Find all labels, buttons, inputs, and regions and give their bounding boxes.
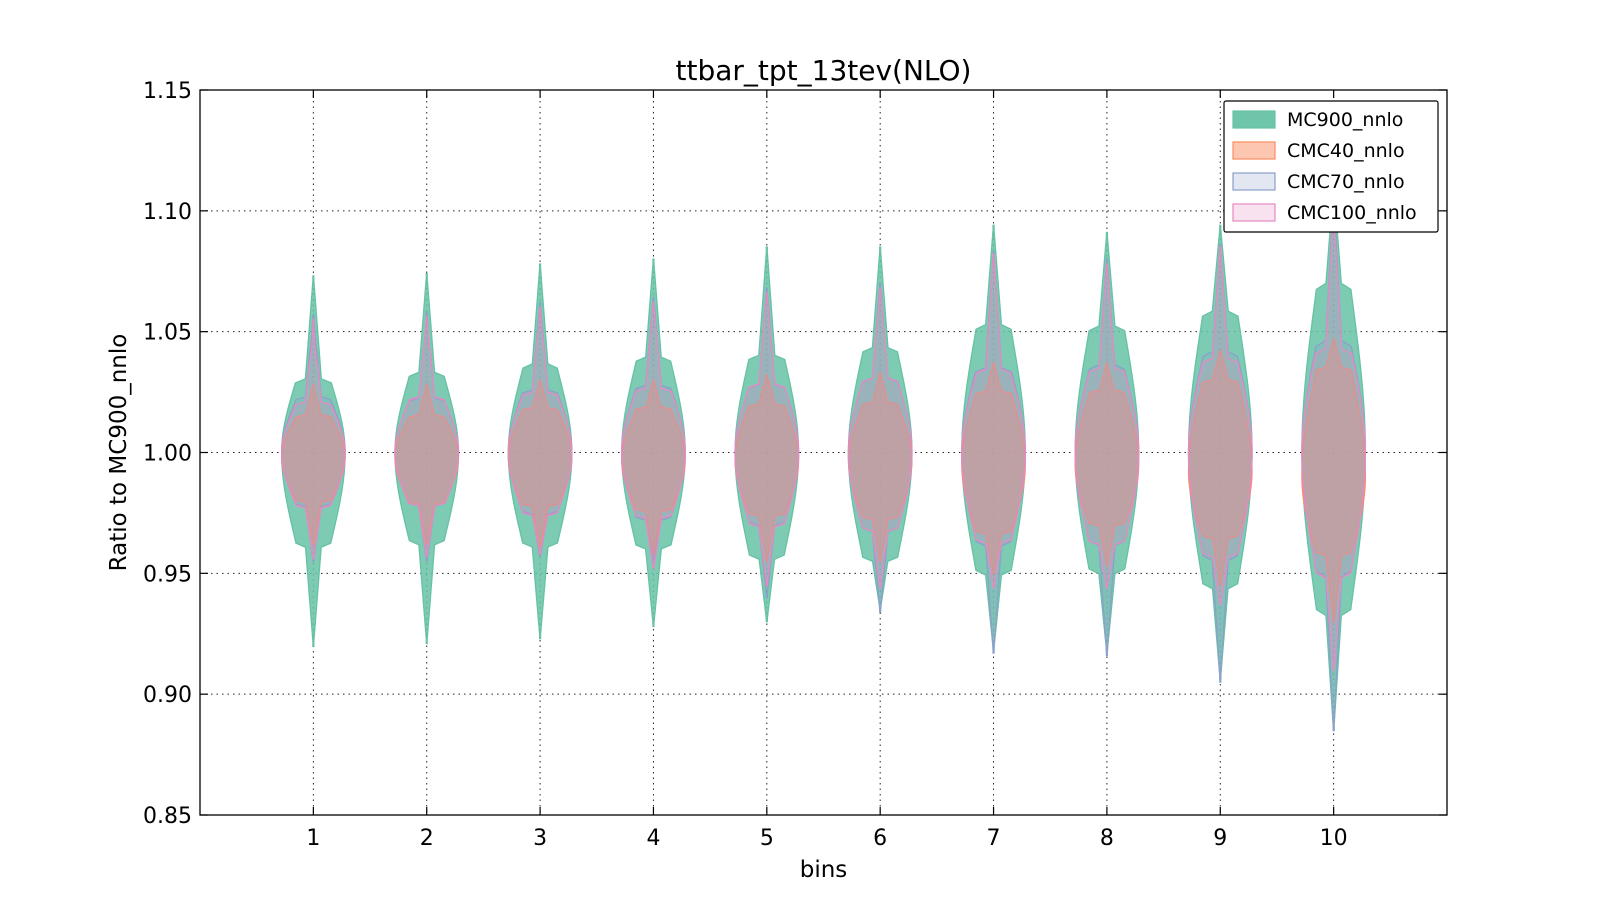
violin-CMC40_nnlo-bin-4 <box>621 379 686 555</box>
violin-layer <box>280 186 1367 732</box>
legend-swatch <box>1232 172 1276 191</box>
x-tick-label: 7 <box>987 826 1001 851</box>
y-tick-label: 0.95 <box>143 562 192 587</box>
violin-CMC100_nnlo-bin-1 <box>280 318 346 560</box>
violin-CMC100_nnlo-bin-8 <box>1074 263 1140 589</box>
violin-CMC40_nnlo-bin-3 <box>507 379 573 548</box>
x-tick-label: 6 <box>873 826 887 851</box>
y-tick-label: 1.15 <box>143 79 192 104</box>
legend-label: CMC100_nnlo <box>1287 202 1417 224</box>
legend-swatch <box>1232 203 1276 222</box>
chart-title: ttbar_tpt_13tev(NLO) <box>676 54 972 87</box>
legend-label: MC900_nnlo <box>1287 109 1403 131</box>
x-tick-label: 2 <box>420 826 434 851</box>
violin-CMC100_nnlo-bin-9 <box>1187 246 1253 606</box>
violin-series-CMC40_nnlo <box>280 338 1367 623</box>
legend-swatch <box>1232 141 1276 160</box>
legend-label: CMC40_nnlo <box>1287 140 1405 162</box>
violin-series-CMC100_nnlo <box>280 210 1367 671</box>
y-axis-label: Ratio to MC900_nnlo <box>106 334 132 572</box>
y-tick-label: 1.05 <box>143 321 192 346</box>
violin-CMC100_nnlo-bin-7 <box>961 253 1026 589</box>
violin-CMC40_nnlo-bin-6 <box>847 372 913 562</box>
x-tick-label: 4 <box>646 826 660 851</box>
violin-CMC100_nnlo-bin-3 <box>507 306 573 555</box>
y-tick-label: 0.85 <box>143 804 192 829</box>
violin-CMC40_nnlo-bin-1 <box>280 384 346 545</box>
x-tick-label: 8 <box>1100 826 1114 851</box>
x-tick-label: 5 <box>760 826 774 851</box>
legend: MC900_nnlo CMC40_nnlo CMC70_nnlo CMC100_nnl… <box>1223 100 1439 233</box>
violin-CMC100_nnlo-bin-6 <box>847 287 913 589</box>
violin-CMC100_nnlo-bin-4 <box>621 302 686 570</box>
legend-swatch <box>1232 110 1276 129</box>
legend-label: CMC70_nnlo <box>1287 171 1405 193</box>
x-tick-label: 3 <box>533 826 547 851</box>
y-tick-label: 1.10 <box>143 200 192 225</box>
y-tick-label: 0.90 <box>143 683 192 708</box>
violin-CMC100_nnlo-bin-5 <box>734 292 800 587</box>
x-axis-label: bins <box>800 857 848 883</box>
x-tick-label: 9 <box>1213 826 1227 851</box>
x-tick-label: 1 <box>306 826 320 851</box>
tick-layer: 0.85 0.90 0.95 1.00 1.05 1.10 1.15 1 2 3 4 5 6 7 8 9 10 <box>143 79 1447 851</box>
x-tick-label: 10 <box>1320 826 1348 851</box>
legend-box <box>1223 100 1439 233</box>
violin-CMC100_nnlo-bin-10 <box>1301 210 1367 671</box>
violin-CMC100_nnlo-bin-2 <box>394 316 460 558</box>
y-tick-label: 1.00 <box>143 442 192 467</box>
violin-CMC40_nnlo-bin-5 <box>734 374 800 562</box>
violin-CMC40_nnlo-bin-8 <box>1074 362 1140 567</box>
